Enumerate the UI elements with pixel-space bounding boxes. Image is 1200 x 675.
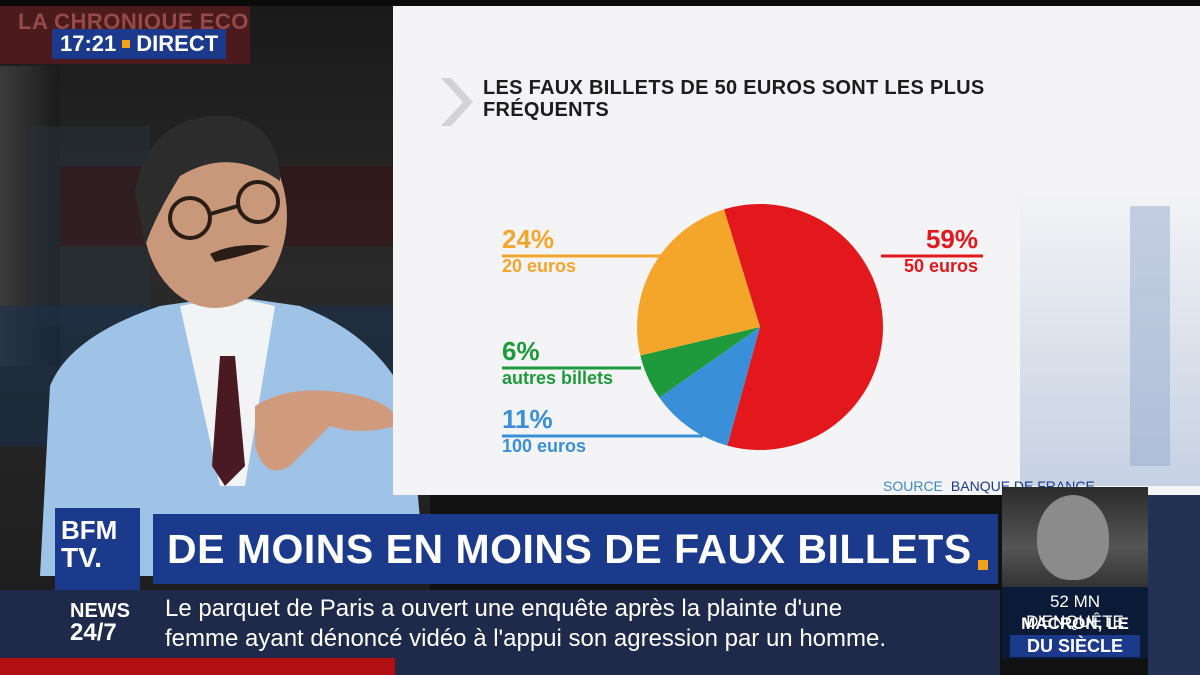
slice-percent-4: 24%	[502, 224, 554, 254]
tower-background	[1130, 206, 1170, 466]
brand-line1: BFM	[61, 515, 118, 545]
promo-face	[1037, 495, 1109, 580]
ticker-line1: Le parquet de Paris a ouvert une enquête…	[165, 595, 843, 622]
promo-tile: 52 MN D'ENQUÊTE MACRON, LE CASSE DU SIÈC…	[1002, 487, 1148, 659]
slice-label-4: 20 euros	[502, 256, 576, 276]
pie-slice-1	[724, 204, 883, 450]
chart-title: LES FAUX BILLETS DE 50 EUROS SONT LES PL…	[483, 77, 985, 121]
top-frame	[0, 0, 1200, 6]
presenter	[40, 115, 425, 576]
ticker-channel-line2: 24/7	[70, 619, 117, 646]
ticker-channel: NEWS 24/7	[70, 600, 130, 646]
promo-photo	[1002, 487, 1148, 587]
promo-line1: 52 MN D'ENQUÊTE	[1026, 592, 1124, 631]
bottom-strip	[0, 658, 1000, 675]
city-background	[1020, 186, 1200, 486]
pie-slice-3	[640, 327, 760, 398]
right-fill	[1148, 495, 1200, 675]
slice-label-3: autres billets	[502, 368, 613, 388]
headline-dot	[977, 560, 988, 570]
clock: 17:21	[60, 31, 117, 56]
ticker-channel-line1: NEWS	[70, 600, 130, 622]
ticker-line2: femme ayant dénoncé vidéo à l'appui son …	[165, 625, 887, 652]
slice-label-2: 100 euros	[502, 436, 586, 456]
ticker-message: Le parquet de Paris a ouvert une enquête…	[165, 594, 886, 654]
slice-label-1: 50 euros	[904, 256, 978, 276]
source-key: SOURCE	[883, 478, 943, 494]
slice-percent-3: 6%	[502, 336, 540, 366]
headline-banner: DE MOINS EN MOINS DE FAUX BILLETS	[153, 514, 998, 584]
news-ticker: NEWS 24/7 Le parquet de Paris a ouvert u…	[0, 590, 1000, 658]
pie-slice-4	[637, 209, 760, 356]
bfm-logo: BFM TV.	[55, 508, 140, 590]
bottom-strip-blue	[395, 658, 1000, 675]
live-label: DIRECT	[136, 31, 219, 56]
brand-line2: TV.	[61, 542, 102, 573]
live-indicator: 17:21 DIRECT	[52, 29, 227, 59]
headline-text: DE MOINS EN MOINS DE FAUX BILLETS	[167, 525, 972, 572]
slice-percent-2: 11%	[502, 404, 553, 434]
chevron-right-icon	[441, 78, 473, 126]
slice-percent-1: 59%	[926, 224, 978, 254]
pie-slice-2	[659, 327, 760, 446]
promo-line3: DU SIÈCLE	[1010, 635, 1140, 657]
pie-chart: 59%50 euros 11%100 euros 6%autres billets 2…	[502, 204, 983, 456]
separator-square	[122, 40, 131, 48]
